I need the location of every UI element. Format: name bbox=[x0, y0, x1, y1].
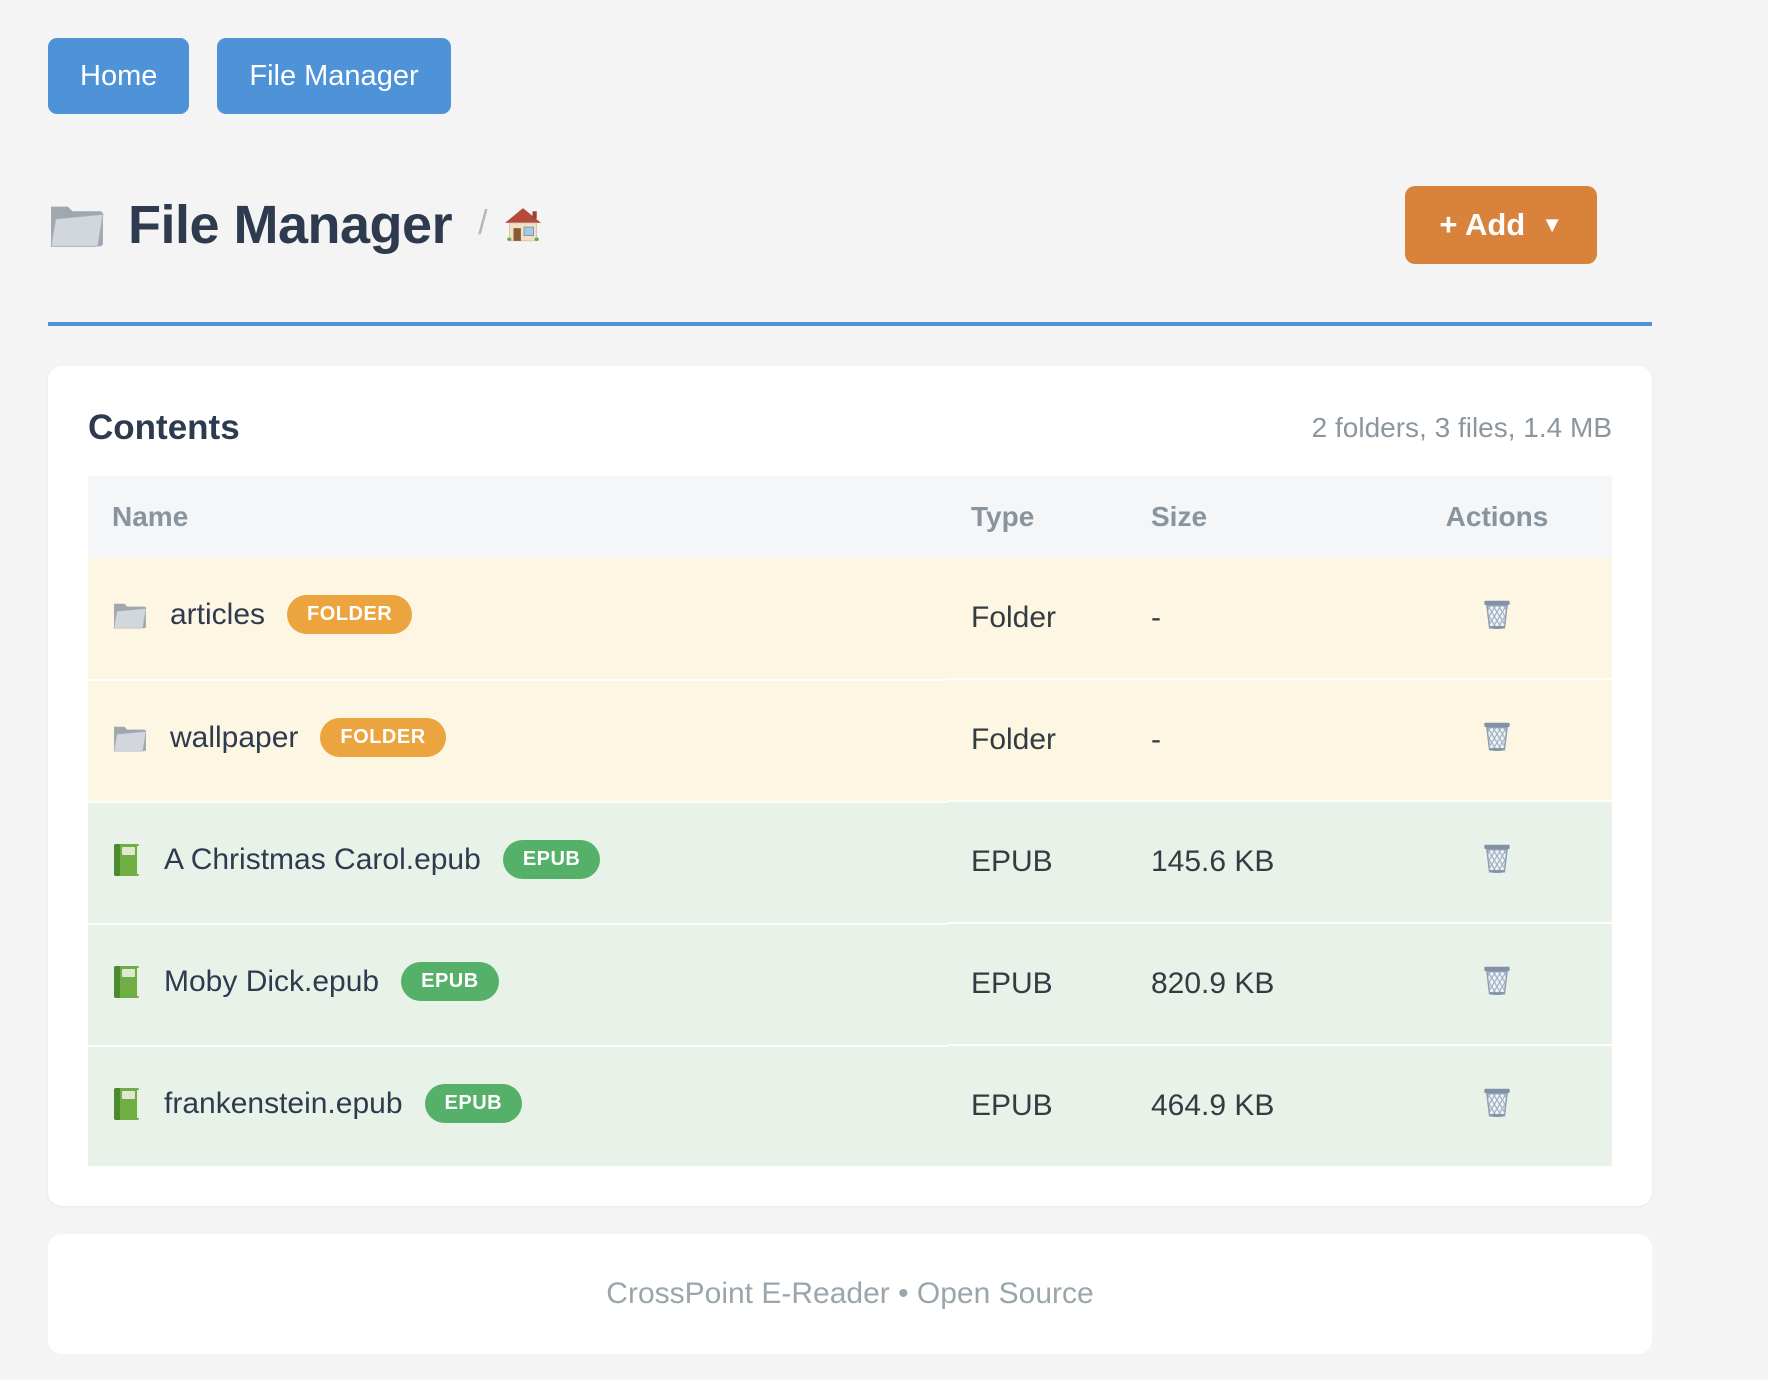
epub-book-icon bbox=[112, 1086, 142, 1122]
contents-title: Contents bbox=[88, 408, 240, 447]
type-badge: EPUB bbox=[502, 840, 601, 879]
size-cell: - bbox=[1151, 601, 1161, 634]
trash-icon bbox=[1479, 595, 1515, 633]
name-cell: A Christmas Carol.epub EPUB bbox=[88, 801, 947, 916]
page-header: File Manager / + Add ▼ bbox=[48, 186, 1652, 264]
file-manager-button[interactable]: File Manager bbox=[217, 38, 451, 114]
column-header-size: Size bbox=[1127, 476, 1382, 558]
type-badge: FOLDER bbox=[320, 718, 446, 757]
epub-book-icon bbox=[112, 842, 142, 878]
files-table-head: Name Type Size Actions bbox=[88, 476, 1612, 558]
type-badge: EPUB bbox=[424, 1084, 523, 1123]
table-row: wallpaper FOLDER Folder - bbox=[88, 678, 1612, 801]
delete-button[interactable] bbox=[1479, 717, 1515, 755]
actions-cell bbox=[1382, 800, 1612, 923]
size-cell: 820.9 KB bbox=[1127, 922, 1382, 1045]
open-folder-icon bbox=[48, 200, 106, 250]
add-button-label: + Add bbox=[1439, 207, 1526, 242]
actions-cell bbox=[1382, 1044, 1612, 1166]
column-header-name: Name bbox=[88, 476, 947, 558]
table-row: A Christmas Carol.epub EPUB EPUB 145.6 K… bbox=[88, 800, 1612, 923]
folder-icon bbox=[112, 723, 148, 753]
column-header-type: Type bbox=[947, 476, 1127, 558]
file-name-link[interactable]: Moby Dick.epub bbox=[164, 964, 380, 998]
delete-button[interactable] bbox=[1479, 961, 1515, 999]
actions-cell bbox=[1382, 922, 1612, 1045]
folder-icon bbox=[112, 600, 148, 630]
type-cell: EPUB bbox=[947, 800, 1127, 923]
epub-book-icon bbox=[112, 964, 142, 1000]
type-badge: FOLDER bbox=[287, 595, 413, 634]
footer-text: CrossPoint E-Reader • Open Source bbox=[606, 1277, 1094, 1310]
actions-cell bbox=[1382, 558, 1612, 679]
size-cell: 145.6 KB bbox=[1127, 800, 1382, 923]
files-table-body: articles FOLDER Folder - bbox=[88, 558, 1612, 1166]
file-name-link[interactable]: articles bbox=[170, 597, 266, 631]
files-table: Name Type Size Actions bbox=[88, 476, 1612, 1166]
name-cell: Moby Dick.epub EPUB bbox=[88, 923, 947, 1038]
breadcrumb: / bbox=[478, 204, 541, 247]
actions-cell bbox=[1382, 678, 1612, 801]
trash-icon bbox=[1479, 839, 1515, 877]
type-cell: Folder bbox=[971, 601, 1057, 634]
trash-icon bbox=[1479, 961, 1515, 999]
type-cell: EPUB bbox=[947, 922, 1127, 1045]
header-divider bbox=[48, 322, 1652, 326]
breadcrumb-home-icon[interactable] bbox=[504, 207, 542, 243]
footer: CrossPoint E-Reader • Open Source bbox=[48, 1234, 1652, 1354]
column-header-actions: Actions bbox=[1382, 476, 1612, 558]
table-row: articles FOLDER Folder - bbox=[88, 558, 1612, 679]
title-group: File Manager / bbox=[48, 194, 542, 256]
name-cell: articles FOLDER bbox=[88, 558, 947, 671]
table-row: frankenstein.epub EPUB EPUB 464.9 KB bbox=[88, 1044, 1612, 1166]
page-container: Home File Manager File Manager / bbox=[48, 0, 1652, 1354]
type-cell: Folder bbox=[947, 678, 1127, 801]
add-button[interactable]: + Add ▼ bbox=[1405, 186, 1597, 264]
file-name-link[interactable]: A Christmas Carol.epub bbox=[164, 842, 481, 876]
home-button[interactable]: Home bbox=[48, 38, 190, 114]
contents-card: Contents 2 folders, 3 files, 1.4 MB Name… bbox=[48, 366, 1652, 1206]
file-name-link[interactable]: frankenstein.epub bbox=[164, 1086, 403, 1120]
name-cell: frankenstein.epub EPUB bbox=[88, 1045, 947, 1160]
delete-button[interactable] bbox=[1479, 1083, 1515, 1121]
size-cell: 464.9 KB bbox=[1127, 1044, 1382, 1166]
contents-summary: 2 folders, 3 files, 1.4 MB bbox=[1311, 412, 1612, 443]
breadcrumb-separator: / bbox=[478, 203, 488, 242]
trash-icon bbox=[1479, 717, 1515, 755]
file-name-link[interactable]: wallpaper bbox=[170, 720, 299, 754]
top-nav: Home File Manager bbox=[48, 38, 1652, 114]
delete-button[interactable] bbox=[1479, 839, 1515, 877]
page-title: File Manager bbox=[128, 195, 453, 255]
name-cell: wallpaper FOLDER bbox=[88, 679, 947, 794]
table-row: Moby Dick.epub EPUB EPUB 820.9 KB bbox=[88, 922, 1612, 1045]
trash-icon bbox=[1479, 1083, 1515, 1121]
delete-button[interactable] bbox=[1479, 595, 1515, 633]
caret-down-icon: ▼ bbox=[1541, 212, 1563, 237]
contents-header: Contents 2 folders, 3 files, 1.4 MB bbox=[88, 408, 1612, 448]
size-cell: - bbox=[1127, 678, 1382, 801]
type-badge: EPUB bbox=[401, 962, 499, 1001]
type-cell: EPUB bbox=[947, 1044, 1127, 1166]
